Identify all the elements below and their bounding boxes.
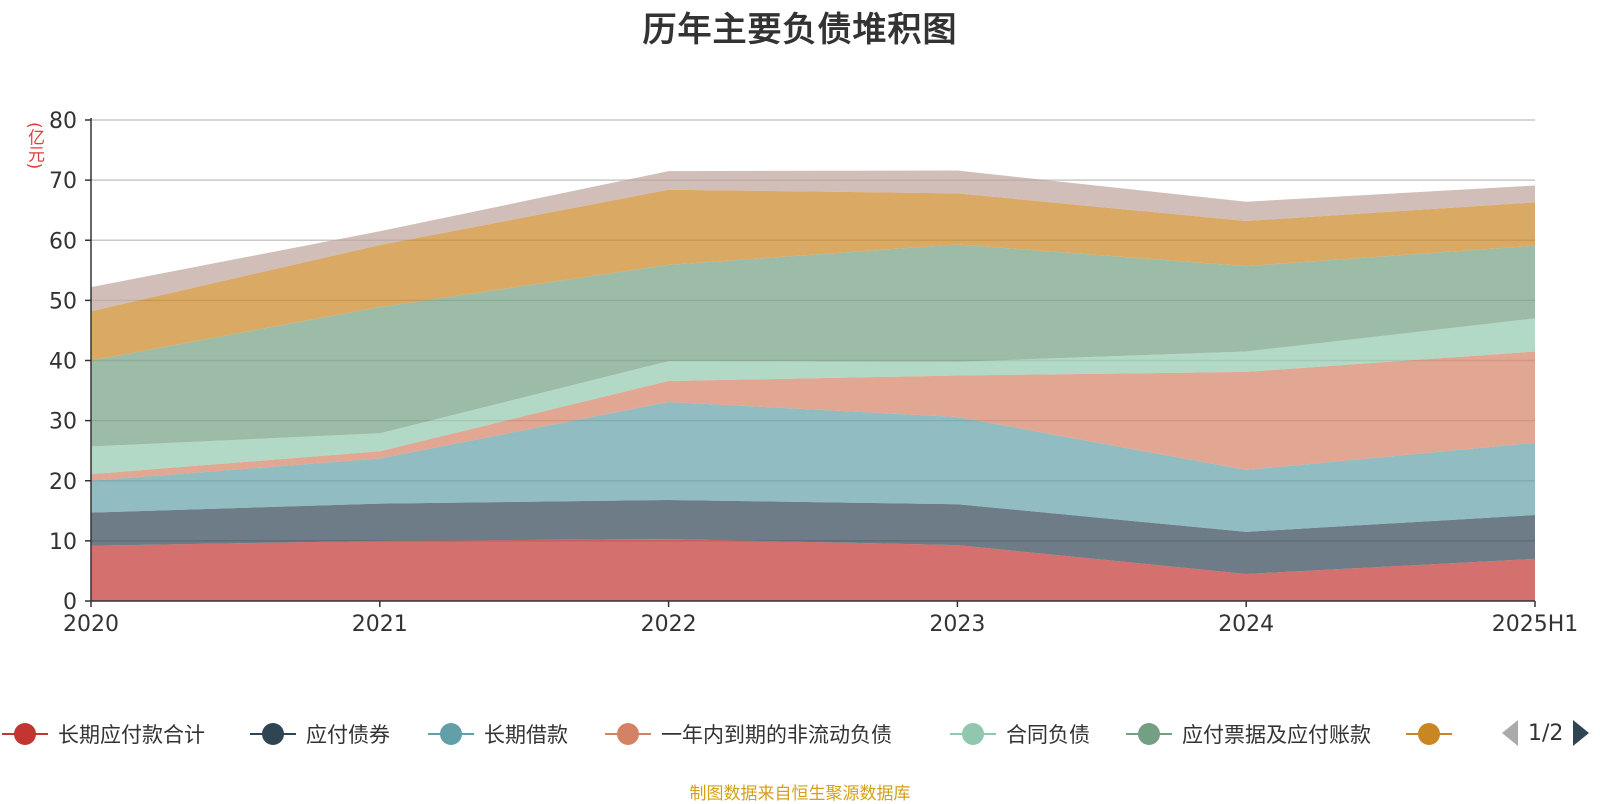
legend-page-indicator: 1/2: [1528, 720, 1564, 746]
area-series-5: [91, 318, 1535, 475]
x-tick-label: 2023: [929, 612, 985, 637]
y-axis-unit-label: (亿元): [24, 122, 44, 170]
area-series-7: [91, 189, 1535, 361]
y-tick-label: 10: [49, 530, 77, 555]
legend-label: 长期应付款合计: [58, 723, 205, 747]
y-tick-label: 80: [49, 109, 77, 134]
legend-marker-icon: [428, 723, 474, 745]
legend-label: 应付债券: [306, 723, 390, 747]
legend-label: 合同负债: [1006, 723, 1090, 747]
legend-item[interactable]: 一年内到期的非流动负债: [603, 718, 892, 750]
data-source-note: 制图数据来自恒生聚源数据库: [689, 784, 911, 804]
y-tick-label: 70: [49, 169, 77, 194]
area-series-1: [91, 539, 1535, 601]
legend-label: 一年内到期的非流动负债: [661, 723, 892, 747]
area-series-3: [91, 401, 1535, 532]
y-tick-label: 20: [49, 470, 77, 495]
legend-item[interactable]: 应付票据及应付账款: [1124, 718, 1371, 750]
legend-marker-icon: [1406, 723, 1452, 745]
legend-item[interactable]: 合同负债: [948, 718, 1090, 750]
legend-marker-icon: [605, 723, 651, 745]
area-series-4: [91, 351, 1535, 481]
triangle-right-icon[interactable]: [1571, 718, 1591, 748]
legend-marker-icon: [950, 723, 996, 745]
y-tick-label: 50: [49, 289, 77, 314]
x-tick-labels: 2020 2021 2022 2023 2024 2025H1: [63, 612, 1578, 637]
legend-marker-icon: [1126, 723, 1172, 745]
legend: 长期应付款合计 应付债券 长期借款 一年内到期的非流动负债 合同负债 应付票据及应付账款: [0, 718, 1600, 750]
legend-item[interactable]: [1404, 718, 1454, 750]
x-tick-label: 2021: [352, 612, 408, 637]
legend-marker-icon: [250, 723, 296, 745]
legend-marker-icon: [2, 723, 48, 745]
legend-label: 应付票据及应付账款: [1182, 723, 1371, 747]
x-tick-label: 2020: [63, 612, 119, 637]
legend-pager: 1/2: [1500, 716, 1591, 750]
triangle-left-icon[interactable]: [1500, 718, 1520, 748]
y-tick-label: 60: [49, 229, 77, 254]
area-series-2: [91, 499, 1535, 574]
x-tick-label: 2024: [1218, 612, 1274, 637]
legend-item[interactable]: 长期应付款合计: [0, 718, 205, 750]
y-tick-label: 0: [63, 590, 77, 615]
area-series: [91, 170, 1535, 601]
legend-label: 长期借款: [484, 723, 568, 747]
legend-item[interactable]: 应付债券: [248, 718, 390, 750]
y-tick-label: 40: [49, 350, 77, 375]
legend-item[interactable]: 长期借款: [426, 718, 568, 750]
axes: [85, 118, 1536, 607]
x-tick-label: 2025H1: [1492, 612, 1579, 637]
y-tick-labels: 0 10 20 30 40 50 60 70 80: [49, 109, 77, 615]
area-series-6: [91, 244, 1535, 447]
y-tick-label: 30: [49, 410, 77, 435]
chart-title: 历年主要负债堆积图: [642, 10, 958, 50]
x-tick-label: 2022: [641, 612, 697, 637]
area-series-8: [91, 170, 1535, 312]
